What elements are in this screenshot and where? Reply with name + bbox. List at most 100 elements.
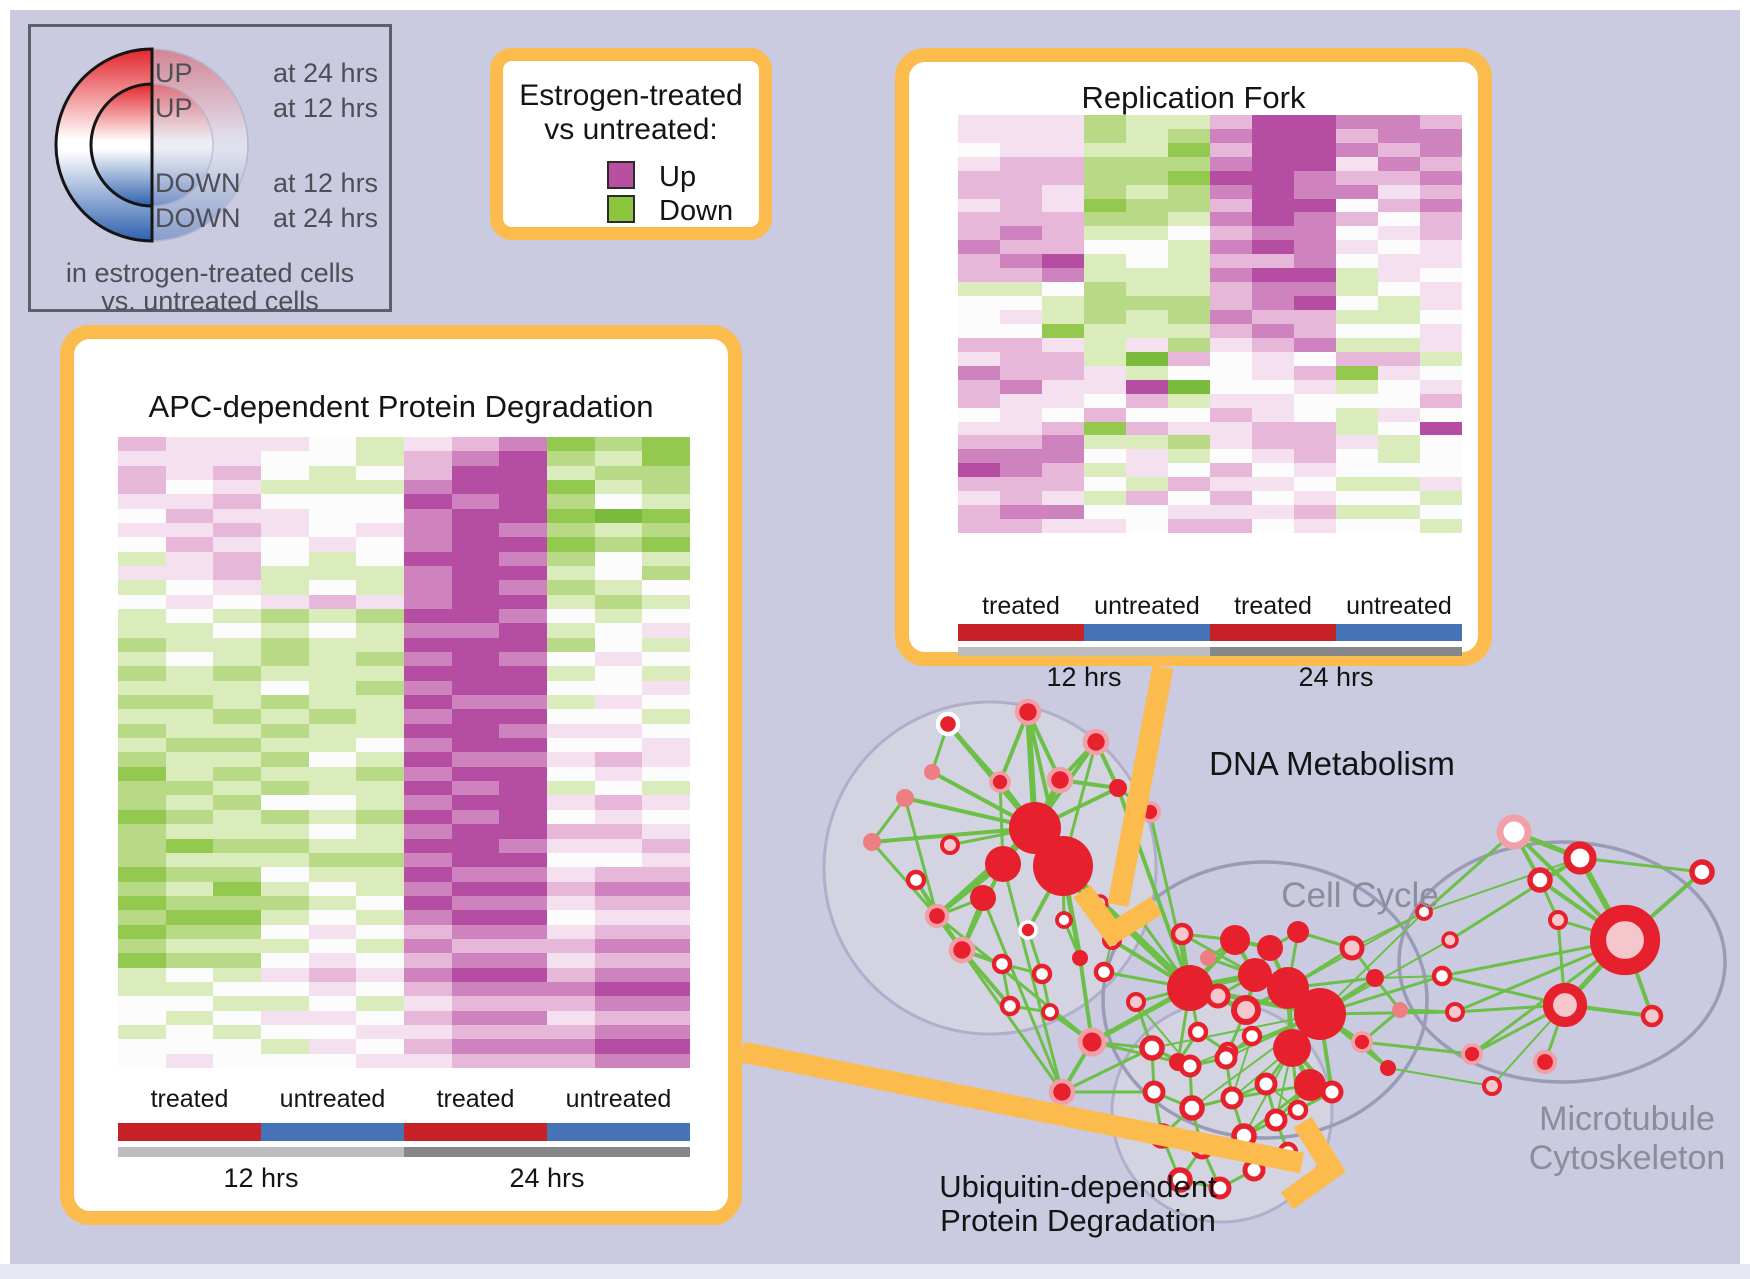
time-group-segment	[1210, 647, 1462, 656]
heatmap-cell	[404, 781, 452, 796]
heatmap-cell	[1252, 477, 1294, 492]
heatmap-cell	[547, 623, 595, 638]
heatmap-cell	[118, 695, 166, 710]
heatmap-cell	[261, 451, 309, 466]
heatmap-cell	[547, 938, 595, 954]
heatmap-cell	[547, 609, 595, 624]
heatmap-cell	[261, 537, 309, 552]
heatmap-cell	[958, 240, 1000, 255]
heatmap-cell	[213, 508, 261, 523]
heatmap-cell	[118, 479, 166, 495]
heatmap-cell	[1210, 128, 1252, 143]
heatmap-cell	[213, 451, 261, 466]
heatmap-cell	[404, 437, 452, 452]
heatmap-cell	[499, 666, 547, 681]
heatmap-cell	[1126, 156, 1168, 171]
heatmap-cell	[213, 695, 261, 710]
heatmap-cell	[451, 609, 500, 624]
heatmap-cell	[118, 537, 166, 552]
heatmap-cell	[1000, 254, 1042, 269]
heatmap-cell	[1000, 491, 1042, 506]
apc-degradation-panel: APC-dependent Protein Degradation treate…	[60, 325, 742, 1225]
heatmap-cell	[1084, 337, 1126, 352]
heatmap-cell	[1378, 505, 1420, 520]
heatmap-cell	[118, 781, 166, 796]
heatmap-cell	[1336, 128, 1378, 143]
updown-time: at 24 hrs	[273, 203, 379, 233]
heatmap-cell	[642, 522, 690, 538]
heatmap-cell	[958, 268, 1000, 283]
heatmap-cell	[642, 451, 690, 466]
heatmap-cell	[594, 537, 643, 552]
heatmap-cell	[1336, 505, 1378, 520]
microtubule-cytoskeleton-label: Microtubule Cytoskeleton	[1528, 1100, 1726, 1177]
heatmap-cell	[356, 910, 404, 925]
heatmap-cell	[547, 766, 595, 782]
heatmap-cell	[451, 809, 500, 825]
sample-group-label: treated	[436, 1085, 515, 1113]
heatmap-cell	[499, 1024, 547, 1040]
heatmap-cell	[404, 967, 452, 982]
heatmap-cell	[308, 953, 357, 968]
heatmap-cell	[1252, 296, 1294, 310]
heatmap-cell	[594, 723, 643, 739]
heatmap-cell	[451, 537, 500, 552]
inner-circle-left-half	[89, 82, 154, 208]
heatmap-cell	[404, 551, 452, 566]
heatmap-cell	[451, 494, 500, 509]
heatmap-cell	[451, 881, 500, 896]
heatmap-cell	[594, 580, 643, 595]
sample-group-segment	[1336, 624, 1462, 641]
heatmap-cell	[1336, 115, 1378, 129]
heatmap-cell	[404, 838, 452, 853]
heatmap-cell	[1168, 491, 1210, 506]
heatmap-cell	[958, 449, 1000, 464]
heatmap-cell	[1000, 170, 1042, 185]
heatmap-cell	[1210, 142, 1252, 157]
heatmap-cell	[213, 652, 261, 667]
heatmap-cell	[1252, 268, 1294, 283]
heatmap-cell	[1378, 407, 1420, 422]
heatmap-cell	[499, 609, 547, 624]
heatmap-cell	[547, 738, 595, 753]
heatmap-cell	[499, 738, 547, 753]
heatmap-cell	[451, 551, 500, 566]
heatmap-cell	[642, 1024, 690, 1040]
heatmap-cell	[1126, 268, 1168, 283]
heatmap-cell	[308, 580, 357, 595]
heatmap-cell	[308, 437, 357, 452]
heatmap-cell	[594, 895, 643, 911]
heatmap-cell	[1000, 351, 1042, 366]
heatmap-cell	[1042, 337, 1084, 352]
heatmap-cell	[1294, 449, 1336, 464]
heatmap-cell	[1042, 115, 1084, 129]
heatmap-cell	[1252, 379, 1294, 394]
heatmap-cell	[261, 479, 309, 495]
heatmap-cell	[499, 938, 547, 954]
heatmap-cell	[547, 479, 595, 495]
heatmap-cell	[1168, 407, 1210, 422]
heatmap-cell	[499, 451, 547, 466]
heatmap-cell	[1126, 351, 1168, 366]
heatmap-cell	[1126, 463, 1168, 478]
heatmap-cell	[213, 551, 261, 566]
dna-metabolism-label: DNA Metabolism	[1209, 745, 1455, 782]
heatmap-cell	[547, 465, 595, 480]
heatmap-cell	[356, 623, 404, 638]
heatmap-cell	[958, 323, 1000, 338]
heatmap-cell	[1420, 198, 1462, 213]
heatmap-cell	[308, 623, 357, 638]
heatmap-cell	[1084, 310, 1126, 324]
heatmap-cell	[451, 580, 500, 595]
heatmap-cell	[1378, 198, 1420, 213]
heatmap-cell	[1252, 212, 1294, 227]
heatmap-cell	[1084, 323, 1126, 338]
apc-degradation-title: APC-dependent Protein Degradation	[148, 389, 654, 424]
heatmap-cell	[499, 910, 547, 925]
heatmap-cell	[261, 881, 309, 896]
heatmap-cell	[308, 996, 357, 1011]
heatmap-cell	[118, 594, 166, 609]
heatmap-cell	[356, 609, 404, 624]
heatmap-cell	[642, 809, 690, 825]
heatmap-cell	[1042, 379, 1084, 394]
